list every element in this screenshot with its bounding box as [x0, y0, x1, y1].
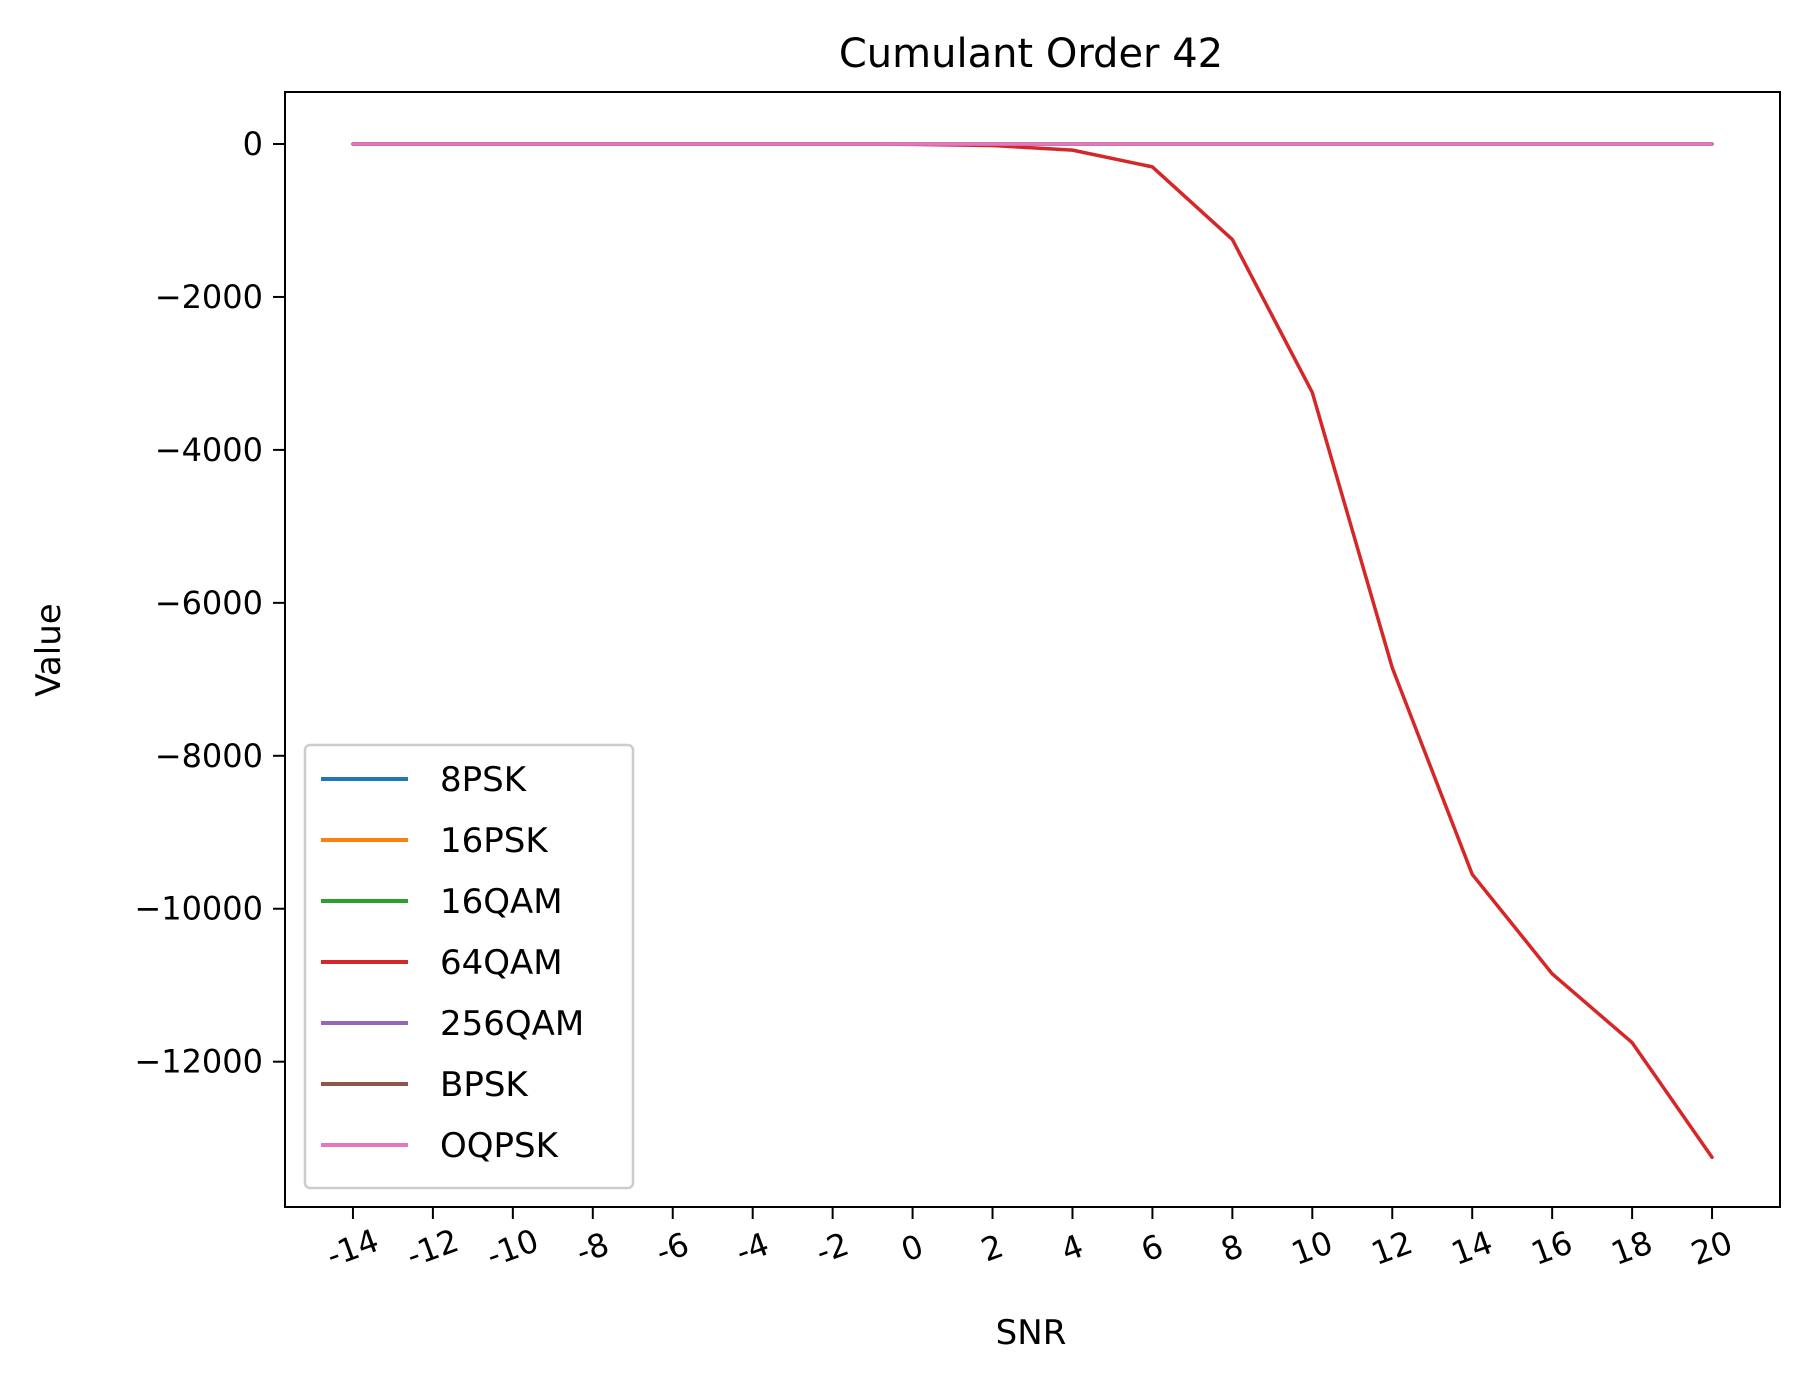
x-tick-label: 0 — [896, 1227, 928, 1270]
x-tick-label: -6 — [651, 1225, 694, 1272]
legend-frame — [303, 743, 635, 1190]
legend-label-bpsk: BPSK — [440, 1065, 529, 1105]
x-tick-label: 14 — [1446, 1223, 1497, 1273]
legend-label-256qam: 256QAM — [440, 1004, 584, 1044]
x-tick-label: -12 — [402, 1221, 464, 1275]
x-axis: -14 -12 -10 -8 -6 -4 -2 0 2 4 6 8 10 12 14 16 18 20 — [322, 1207, 1737, 1275]
x-tick-label: -2 — [811, 1225, 854, 1272]
legend: 8PSK 16PSK 16QAM 64QAM 256QAM BPSK OQPSK — [303, 743, 635, 1190]
x-tick-label: -4 — [731, 1225, 774, 1272]
x-tick-label: 12 — [1366, 1223, 1417, 1273]
y-tick-label: −2000 — [155, 278, 263, 316]
legend-label-16psk: 16PSK — [440, 821, 549, 861]
x-axis-label: SNR — [996, 1313, 1067, 1353]
x-tick-label: 2 — [976, 1227, 1008, 1270]
x-tick-label: 16 — [1526, 1223, 1577, 1273]
y-axis: 0 −2000 −4000 −6000 −8000 −10000 −12000 — [134, 125, 285, 1081]
x-tick-label: -14 — [322, 1221, 384, 1275]
axes-frame — [284, 91, 1781, 1208]
y-tick-label: −12000 — [134, 1043, 263, 1081]
x-tick-label: 6 — [1136, 1227, 1168, 1270]
x-tick-label: 4 — [1056, 1227, 1088, 1270]
legend-label-64qam: 64QAM — [440, 943, 563, 983]
legend-label-8psk: 8PSK — [440, 760, 528, 800]
y-tick-label: 0 — [243, 125, 263, 163]
chart-title: Cumulant Order 42 — [839, 31, 1223, 77]
x-tick-label: -8 — [571, 1225, 614, 1272]
x-tick-label: 8 — [1216, 1227, 1248, 1270]
x-tick-label: 20 — [1686, 1223, 1737, 1273]
y-tick-label: −4000 — [155, 431, 263, 469]
y-axis-label: Value — [29, 603, 69, 696]
x-tick-label: -10 — [481, 1221, 543, 1275]
legend-label-oqpsk: OQPSK — [440, 1126, 560, 1166]
y-tick-label: −10000 — [134, 890, 263, 928]
legend-label-16qam: 16QAM — [440, 882, 563, 922]
series-layer — [351, 142, 1714, 1160]
y-tick-label: −8000 — [155, 737, 263, 775]
x-tick-label: 18 — [1606, 1223, 1657, 1273]
x-tick-label: 10 — [1286, 1223, 1337, 1273]
y-tick-label: −6000 — [155, 584, 263, 622]
